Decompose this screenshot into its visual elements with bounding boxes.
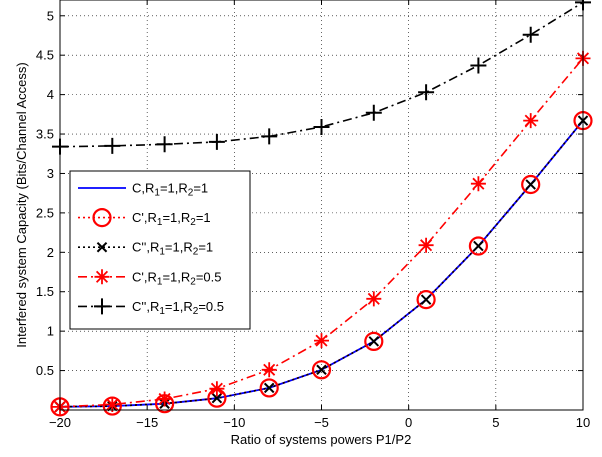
circle-marker — [259, 378, 279, 398]
x-marker — [211, 392, 223, 404]
y-tick-labels: 0.5 1 1.5 2 2.5 3 3.5 4 4.5 5 — [36, 8, 54, 378]
plus-marker — [470, 57, 487, 74]
plus-marker — [104, 137, 121, 154]
legend-item: C'',R1=1,R2=0.5 — [78, 298, 224, 317]
y-tick-label: 4.5 — [36, 48, 54, 63]
legend-label: C'',R1=1,R2=1 — [132, 240, 213, 258]
legend-item: C'',R1=1,R2=1 — [78, 240, 213, 258]
star-marker — [261, 362, 277, 378]
x-marker — [473, 240, 484, 252]
x-marker — [316, 364, 327, 376]
star-marker — [94, 269, 110, 285]
y-tick-label: 1.5 — [36, 284, 54, 299]
plus-marker — [365, 104, 382, 121]
plus-marker — [208, 133, 225, 150]
legend-label: C',R1=1,R2=1 — [132, 210, 211, 228]
y-tick-label: 2.5 — [36, 205, 54, 220]
legend: C,R1=1,R2=1 C',R1=1,R2=1 C'',R1=1,R2=1 C',R… — [69, 170, 251, 330]
x-tick-labels: −20 −15 −10 −5 0 5 10 — [49, 415, 590, 430]
x-axis-label: Ratio of systems powers P1/P2 — [231, 432, 412, 447]
plus-marker — [94, 298, 110, 315]
star-marker — [314, 333, 329, 349]
x-tick-label: −10 — [223, 415, 245, 430]
star-marker — [366, 291, 382, 307]
legend-item: C,R1=1,R2=1 — [78, 181, 208, 199]
legend-item: C',R1=1,R2=0.5 — [78, 269, 222, 287]
y-axis-label: Interfered system Capacity (Bits/Channel… — [14, 62, 29, 347]
y-tick-label: 5 — [47, 8, 54, 23]
plus-marker — [418, 84, 435, 101]
star-marker — [104, 396, 120, 412]
plus-marker — [522, 26, 539, 43]
star-marker — [209, 381, 225, 397]
x-tick-label: 0 — [405, 415, 412, 430]
y-tick-label: 4 — [47, 87, 54, 102]
y-tick-label: 0.5 — [36, 363, 54, 378]
y-tick-label: 2 — [47, 245, 54, 260]
star-marker — [523, 113, 539, 129]
circle-marker — [521, 174, 541, 195]
y-tick-label: 3.5 — [36, 127, 54, 142]
x-tick-label: 10 — [576, 415, 590, 430]
x-tick-label: −5 — [314, 415, 329, 430]
x-marker — [420, 294, 432, 305]
circle-marker — [416, 290, 436, 310]
x-marker — [368, 336, 380, 347]
legend-label: C'',R1=1,R2=0.5 — [132, 299, 224, 317]
x-marker — [96, 241, 108, 253]
x-marker — [263, 382, 275, 394]
plot-frame — [59, 0, 584, 411]
y-tick-label: 1 — [47, 324, 54, 339]
x-tick-label: −15 — [136, 415, 158, 430]
circle-marker — [311, 360, 332, 380]
legend-label: C,R1=1,R2=1 — [132, 181, 208, 199]
star-marker — [418, 237, 434, 253]
plus-marker — [261, 128, 278, 145]
star-marker — [470, 176, 486, 192]
legend-item: C',R1=1,R2=1 — [78, 208, 211, 228]
x-marker — [525, 179, 536, 190]
circle-marker — [364, 331, 384, 352]
circle-marker — [468, 236, 488, 256]
plus-marker — [313, 118, 330, 135]
star-marker — [157, 391, 173, 407]
plus-marker — [156, 136, 173, 153]
legend-label: C',R1=1,R2=0.5 — [132, 269, 222, 287]
y-tick-label: 3 — [47, 166, 54, 181]
x-tick-label: −20 — [49, 415, 71, 430]
x-tick-label: 5 — [492, 415, 499, 430]
circle-marker — [92, 208, 112, 228]
